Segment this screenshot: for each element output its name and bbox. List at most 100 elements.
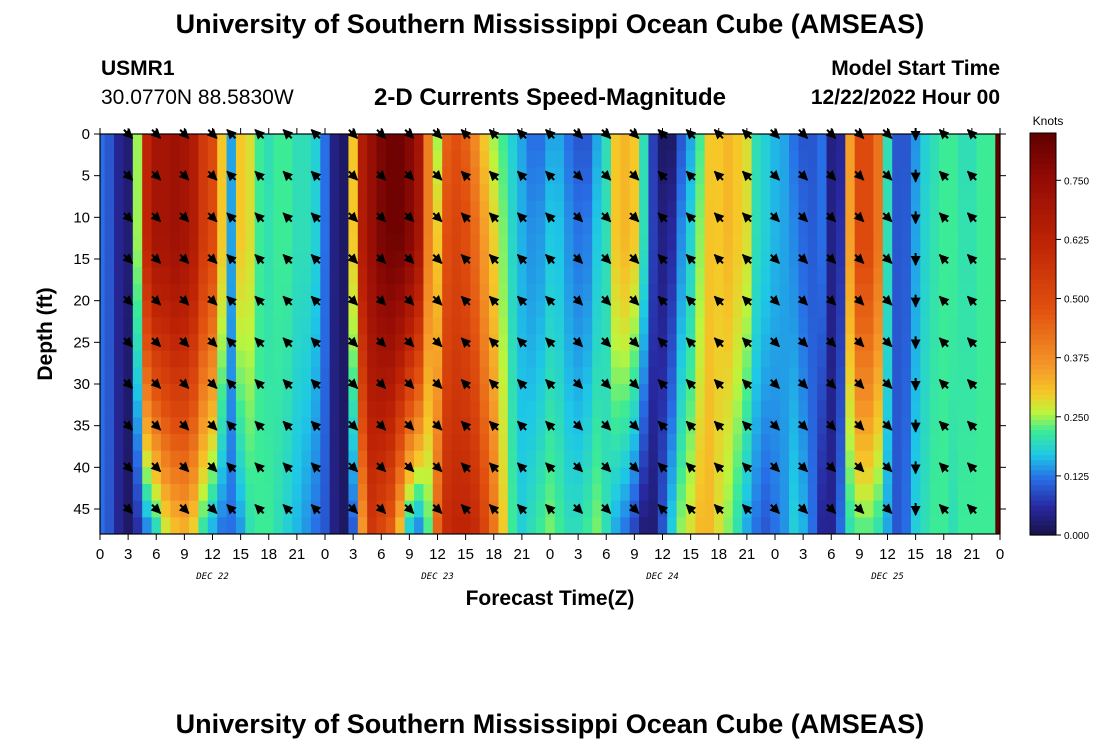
heatmap-cell — [582, 500, 593, 518]
heatmap-cell — [217, 134, 228, 152]
heatmap-cell — [245, 234, 256, 252]
current-vector-arrow — [254, 170, 266, 182]
heatmap-cell — [929, 467, 940, 485]
heatmap-cell — [751, 400, 762, 418]
heatmap-cell — [751, 184, 762, 202]
heatmap-cell — [320, 400, 331, 418]
heatmap-cell — [507, 400, 518, 418]
heatmap-cell — [657, 450, 668, 468]
heatmap-cell — [629, 217, 640, 235]
heatmap-cell — [742, 267, 753, 285]
heatmap-cell — [957, 434, 968, 452]
heatmap-cell — [320, 317, 331, 335]
heatmap-cell — [104, 450, 115, 468]
current-vector-arrow — [347, 461, 359, 473]
heatmap-cell — [760, 367, 771, 385]
heatmap-cell — [554, 434, 565, 452]
heatmap-cell — [423, 484, 434, 502]
heatmap-cell — [779, 417, 790, 435]
heatmap-cell — [910, 484, 921, 502]
current-vector-arrow — [122, 170, 134, 181]
heatmap-cell — [273, 200, 284, 218]
heatmap-cell — [601, 284, 612, 302]
colorbar-segment — [1030, 148, 1056, 154]
heatmap-cell — [976, 434, 987, 452]
heatmap-cell — [179, 517, 190, 534]
heatmap-cell — [826, 517, 837, 534]
heatmap-cell — [873, 517, 884, 534]
heatmap-cell — [348, 517, 359, 534]
heatmap-cell — [957, 350, 968, 368]
heatmap-cell — [835, 250, 846, 268]
heatmap-cell — [620, 267, 631, 285]
heatmap-cell — [301, 367, 312, 385]
heatmap-cell — [198, 267, 209, 285]
heatmap-cell — [760, 317, 771, 335]
colorbar-segment — [1030, 369, 1056, 375]
heatmap-cell — [564, 200, 575, 218]
heatmap-cell — [620, 200, 631, 218]
heatmap-cell — [760, 134, 771, 152]
heatmap-cell — [798, 300, 809, 318]
heatmap-cell — [517, 200, 528, 218]
heatmap-cell — [114, 317, 125, 335]
heatmap-cell — [470, 517, 481, 534]
heatmap-cell — [976, 484, 987, 502]
current-vector-arrow — [769, 420, 780, 431]
current-vector-arrow — [516, 170, 528, 182]
heatmap-cell — [179, 234, 190, 252]
heatmap-cell — [545, 300, 556, 318]
colorbar-segment — [1030, 414, 1056, 421]
heatmap-cell — [545, 134, 556, 152]
heatmap-cell — [948, 267, 959, 285]
current-vector-arrow — [488, 170, 500, 182]
heatmap-cell — [648, 467, 659, 485]
heatmap-cell — [629, 284, 640, 302]
heatmap-cell — [564, 217, 575, 235]
heatmap-cell — [526, 267, 537, 285]
heatmap-cell — [498, 367, 509, 385]
current-vector-arrow — [254, 462, 266, 473]
heatmap-cell — [545, 284, 556, 302]
heatmap-cell — [929, 317, 940, 335]
heatmap-cell — [554, 517, 565, 534]
heatmap-cell — [357, 217, 368, 235]
heatmap-cell — [929, 400, 940, 418]
heatmap-cell — [995, 434, 1000, 452]
heatmap-cell — [789, 134, 800, 152]
heatmap-cell — [817, 284, 828, 302]
heatmap-cell — [695, 234, 706, 252]
heatmap-cell — [657, 200, 668, 218]
heatmap-cell — [264, 434, 275, 452]
heatmap-cell — [845, 167, 856, 185]
heatmap-cell — [226, 434, 237, 452]
heatmap-cell — [732, 300, 743, 318]
heatmap-cell — [882, 234, 893, 252]
heatmap-cell — [760, 450, 771, 468]
heatmap-cell — [901, 300, 912, 318]
heatmap-cell — [132, 184, 143, 202]
heatmap-cell — [629, 350, 640, 368]
heatmap-cell — [264, 167, 275, 185]
heatmap-cell — [367, 234, 378, 252]
heatmap-cell — [854, 200, 865, 218]
current-vector-arrow — [881, 336, 893, 348]
heatmap-cell — [301, 200, 312, 218]
heatmap-cell — [882, 134, 893, 152]
heatmap-cell — [685, 450, 696, 468]
heatmap-cell — [845, 184, 856, 202]
heatmap-cell — [292, 200, 303, 218]
current-vector-arrow — [226, 170, 237, 182]
heatmap-cell — [948, 500, 959, 518]
heatmap-cell — [789, 384, 800, 402]
heatmap-cell — [554, 350, 565, 368]
heatmap-cell — [967, 200, 978, 218]
heatmap-cell — [123, 134, 134, 152]
heatmap-cell — [339, 300, 350, 318]
heatmap-cell — [976, 367, 987, 385]
heatmap-cell — [282, 300, 293, 318]
current-vector-arrow — [226, 295, 237, 307]
heatmap-cell — [320, 150, 331, 168]
colorbar-segment — [1030, 133, 1056, 139]
current-vector-arrow — [310, 170, 322, 182]
